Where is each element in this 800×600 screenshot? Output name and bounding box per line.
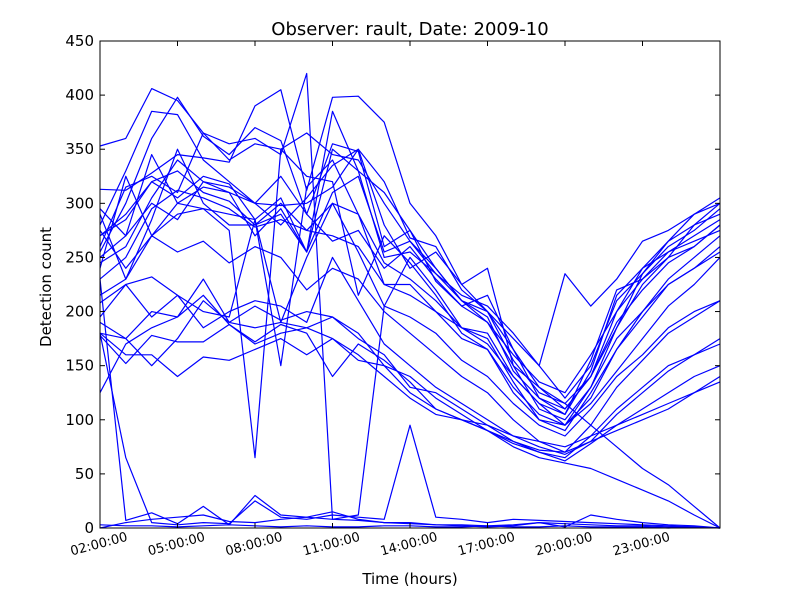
plot-frame <box>99 40 721 529</box>
series-layer <box>99 72 721 529</box>
x-tick-label-5: 05:00:00 <box>146 530 206 560</box>
y-tick-label-250: 250 <box>65 248 94 266</box>
y-tick-label-350: 350 <box>65 140 94 158</box>
y-tick-label-300: 300 <box>65 194 94 212</box>
y-axis-label: Detection count <box>37 227 55 347</box>
series-line-11 <box>99 294 721 459</box>
series-line-13 <box>99 278 721 448</box>
y-tick-label-450: 450 <box>65 32 94 50</box>
x-tick-label-2: 02:00:00 <box>69 530 129 560</box>
series-line-18 <box>99 332 721 453</box>
y-tick-label-50: 50 <box>75 465 94 483</box>
x-axis-label: Time (hours) <box>361 570 457 588</box>
x-tick-label-17: 17:00:00 <box>456 530 516 560</box>
x-tick-label-23: 23:00:00 <box>611 530 671 560</box>
chart-title: Observer: rault, Date: 2009-10 <box>271 19 548 40</box>
series-line-10 <box>99 256 721 455</box>
x-tick-label-20: 20:00:00 <box>534 530 594 560</box>
y-tick-label-150: 150 <box>65 357 94 375</box>
series-line-24 <box>99 279 721 529</box>
series-line-3 <box>99 96 721 410</box>
series-line-25 <box>99 300 721 529</box>
y-tick-label-0: 0 <box>84 519 94 537</box>
series-line-15 <box>99 154 721 432</box>
x-tick-label-14: 14:00:00 <box>379 530 439 560</box>
y-tick-label-200: 200 <box>65 303 94 321</box>
series-line-5 <box>99 72 721 520</box>
series-line-4 <box>99 89 721 421</box>
y-tick-label-100: 100 <box>65 411 94 429</box>
series-line-8 <box>99 189 721 426</box>
series-line-9 <box>99 235 721 453</box>
series-line-17 <box>99 202 721 437</box>
series-line-21 <box>99 333 721 529</box>
series-line-26 <box>99 148 721 529</box>
x-tick-label-11: 11:00:00 <box>301 530 361 560</box>
series-line-2 <box>99 110 721 399</box>
series-line-20 <box>99 175 721 410</box>
series-line-6 <box>99 110 721 415</box>
y-tick-label-400: 400 <box>65 86 94 104</box>
series-line-16 <box>99 175 721 367</box>
x-tick-label-8: 08:00:00 <box>224 530 284 560</box>
series-line-19 <box>99 148 721 426</box>
